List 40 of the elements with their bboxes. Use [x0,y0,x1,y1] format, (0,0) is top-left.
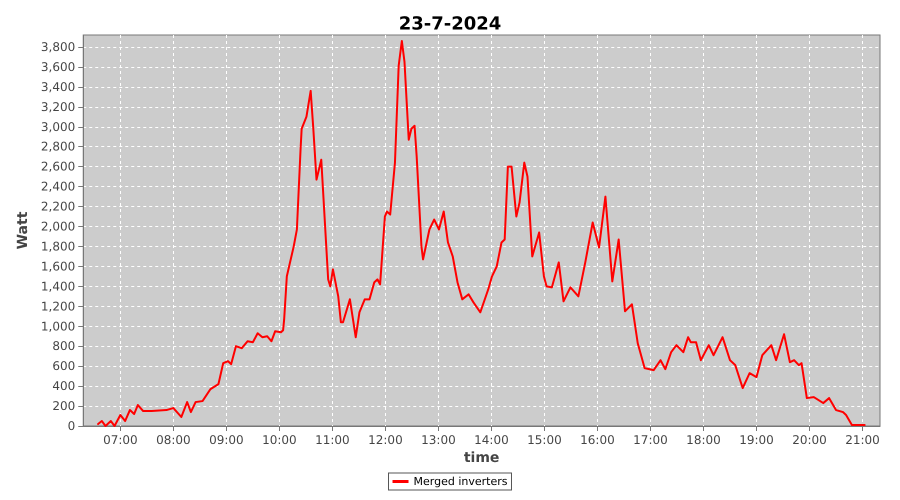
y-tick-label: 0 [68,419,76,433]
x-tick-label: 15:00 [527,433,562,447]
x-tick-label: 18:00 [686,433,721,447]
y-tick-label: 2,400 [40,180,76,194]
y-tick-label: 2,000 [40,220,76,234]
y-tick-label: 3,200 [40,100,76,114]
x-tick-label: 13:00 [421,433,456,447]
y-tick-label: 1,600 [40,259,76,274]
y-tick-label: 1,200 [40,299,76,314]
x-tick-label: 21:00 [845,433,880,447]
x-tick-label: 19:00 [739,433,774,447]
x-tick-label: 20:00 [792,433,827,447]
x-tick-label: 08:00 [156,433,191,447]
y-tick-label: 200 [52,399,76,414]
y-tick-label: 2,200 [40,200,76,214]
y-tick-label: 3,600 [40,60,76,74]
y-tick-label: 400 [52,379,76,394]
legend-label: Merged inverters [414,475,508,488]
y-tick-label: 600 [52,359,76,374]
x-tick-label: 11:00 [315,433,350,447]
x-tick-label: 14:00 [474,433,509,447]
chart-title: 23-7-2024 [398,14,502,34]
y-axis-title: Watt [15,211,31,250]
x-tick-label: 16:00 [580,433,615,447]
y-tick-label: 3,800 [40,40,76,54]
y-tick-label: 2,800 [40,140,76,154]
x-tick-label: 09:00 [209,433,244,447]
x-tick-label: 17:00 [633,433,668,447]
y-tick-label: 3,400 [40,80,76,94]
line-series [97,40,866,427]
y-tick-label: 2,600 [40,160,76,174]
x-tick-label: 07:00 [103,433,138,447]
y-tick-label: 1,400 [40,279,76,294]
y-tick-label: 1,800 [40,239,76,254]
x-tick-label: 12:00 [368,433,403,447]
y-tick-label: 3,000 [40,120,76,134]
x-tick-label: 10:00 [262,433,297,447]
x-axis-title: time [464,450,500,466]
y-tick-label: 800 [52,339,76,354]
y-tick-label: 1,000 [40,319,76,334]
